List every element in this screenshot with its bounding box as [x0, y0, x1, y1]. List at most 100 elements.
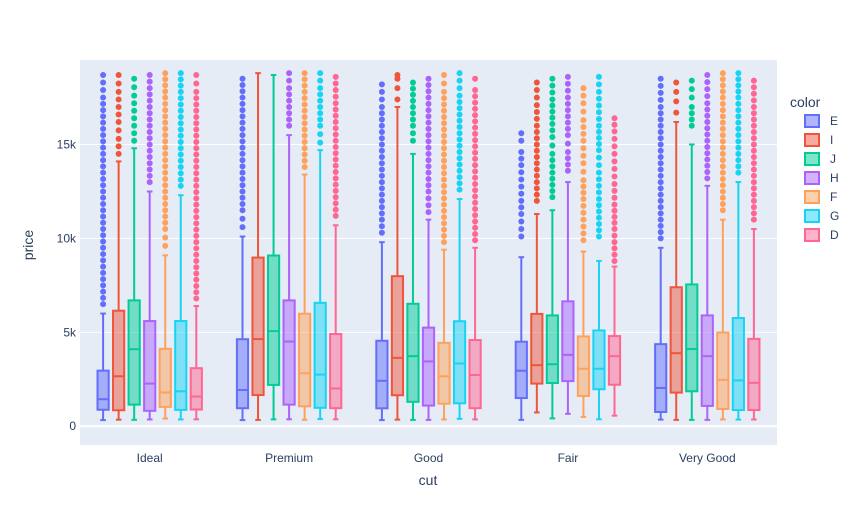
outlier-point — [441, 232, 448, 239]
outlier-point — [657, 160, 664, 167]
outlier-point — [735, 76, 742, 83]
box-J-Premium[interactable] — [266, 74, 281, 421]
outlier-point — [146, 179, 153, 186]
box-H-Fair[interactable] — [561, 73, 575, 415]
outlier-point — [177, 170, 184, 177]
box-D-Very Good[interactable] — [747, 77, 761, 421]
outlier-point — [673, 98, 680, 105]
outlier-point — [704, 137, 711, 144]
outlier-point — [564, 140, 571, 147]
outlier-point — [239, 200, 246, 207]
outlier-point — [719, 132, 726, 139]
box-E-Good[interactable] — [375, 81, 389, 422]
outlier-point — [472, 118, 479, 125]
box-H-Premium[interactable] — [282, 70, 296, 421]
box-I-Fair[interactable] — [530, 79, 544, 414]
outlier-point — [580, 123, 587, 130]
box-J-Ideal[interactable] — [127, 75, 141, 421]
legend-item-G[interactable]: G — [804, 209, 839, 223]
outlier-point — [100, 263, 107, 270]
outlier-point — [239, 169, 246, 176]
legend-item-D[interactable]: D — [804, 228, 839, 242]
outlier-point — [332, 200, 339, 207]
box-H-Ideal[interactable] — [143, 72, 157, 421]
box-F-Very Good[interactable] — [716, 70, 730, 421]
box-I-Premium[interactable] — [251, 72, 265, 421]
legend-item-F[interactable]: F — [804, 190, 837, 204]
outlier-point — [750, 135, 757, 142]
box-H-Very Good[interactable] — [700, 72, 714, 421]
outlier-point — [193, 289, 200, 296]
outlier-point — [193, 189, 200, 196]
box-I-Very Good[interactable] — [669, 79, 683, 421]
outlier-point — [518, 218, 525, 225]
outlier-point — [317, 91, 324, 98]
box-E-Ideal[interactable] — [96, 72, 110, 422]
outlier-point — [425, 144, 432, 151]
outlier-point — [162, 119, 169, 126]
box-J-Very Good[interactable] — [685, 77, 699, 421]
box-G-Ideal[interactable] — [174, 70, 188, 421]
box-H-Good[interactable] — [421, 75, 436, 421]
outlier-point — [425, 188, 432, 195]
outlier-point — [518, 204, 525, 211]
outlier-point — [704, 150, 711, 157]
outlier-point — [301, 145, 308, 152]
outlier-point — [750, 210, 757, 217]
outlier-point — [317, 131, 324, 138]
legend-item-J[interactable]: J — [804, 152, 836, 166]
box-D-Fair[interactable] — [607, 115, 622, 417]
outlier-point — [317, 70, 324, 77]
box-E-Premium[interactable] — [235, 75, 250, 422]
box-G-Fair[interactable] — [592, 73, 606, 421]
box-F-Premium[interactable] — [298, 70, 312, 421]
outlier-point — [239, 175, 246, 182]
outlier-point — [162, 113, 169, 120]
outlier-point — [564, 100, 571, 107]
box-G-Good[interactable] — [452, 70, 467, 420]
outlier-point — [441, 151, 448, 158]
outlier-point — [239, 125, 246, 132]
outlier-point — [657, 172, 664, 179]
box-D-Ideal[interactable] — [189, 72, 203, 421]
box-J-Fair[interactable] — [545, 75, 559, 420]
outlier-point — [673, 79, 680, 86]
outlier-point — [595, 134, 602, 141]
outlier-point — [750, 197, 757, 204]
box-G-Very Good[interactable] — [731, 70, 745, 421]
box-I-Ideal[interactable] — [112, 72, 126, 421]
outlier-point — [100, 169, 107, 176]
outlier-point — [317, 77, 324, 84]
box-F-Good[interactable] — [437, 72, 451, 421]
legend-item-I[interactable]: I — [804, 133, 833, 147]
outlier-point — [332, 80, 339, 87]
outlier-point — [750, 160, 757, 167]
outlier-point — [193, 270, 200, 277]
outlier-point — [580, 202, 587, 209]
box-E-Fair[interactable] — [514, 130, 528, 421]
outlier-point — [100, 251, 107, 258]
box-J-Good[interactable] — [406, 79, 420, 421]
outlier-point — [735, 113, 742, 120]
outlier-point — [456, 123, 463, 130]
box-I-Good[interactable] — [390, 72, 405, 421]
outlier-point — [193, 282, 200, 289]
box-G-Premium[interactable] — [313, 70, 327, 421]
outlier-point — [456, 136, 463, 143]
legend-item-E[interactable]: E — [804, 114, 838, 128]
outlier-point — [719, 76, 726, 83]
outlier-point — [301, 126, 308, 133]
box-E-Very Good[interactable] — [654, 75, 668, 421]
y-tick-labels: 0 5k 10k 15k — [57, 138, 77, 434]
outlier-point — [146, 85, 153, 92]
box-F-Ideal[interactable] — [158, 70, 172, 420]
outlier-point — [750, 97, 757, 104]
legend-item-H[interactable]: H — [804, 171, 839, 185]
box-D-Good[interactable] — [468, 75, 482, 421]
outlier-point — [611, 121, 618, 128]
outlier-point — [611, 158, 618, 165]
box-F-Fair[interactable] — [576, 85, 591, 418]
box-D-Premium[interactable] — [329, 73, 343, 421]
outlier-point — [332, 144, 339, 151]
